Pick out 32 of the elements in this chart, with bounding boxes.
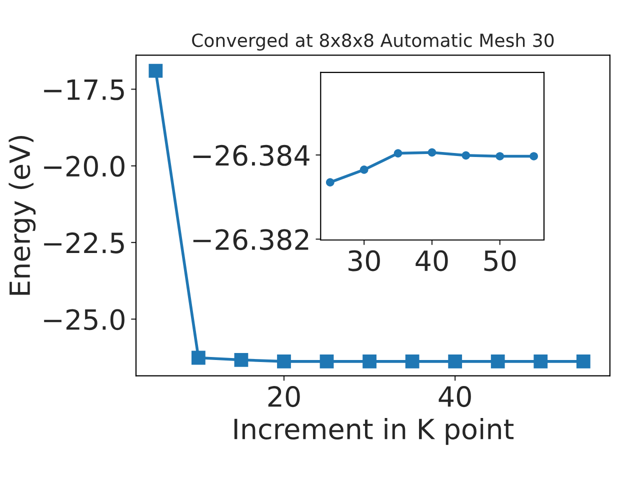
point — [360, 166, 368, 174]
point — [428, 148, 436, 157]
y-tick-label: −25.0 — [44, 309, 124, 330]
y-tick-label: −17.5 — [44, 80, 124, 100]
point — [534, 354, 548, 368]
point — [234, 352, 248, 367]
x-tick-label: 30 — [348, 250, 380, 272]
y-tick-label: −20.0 — [44, 156, 124, 177]
point — [362, 354, 376, 368]
x-tick-label: 40 — [416, 250, 448, 272]
point — [192, 350, 206, 365]
point — [530, 152, 538, 160]
point — [326, 178, 334, 187]
point — [394, 149, 402, 158]
point — [490, 354, 505, 368]
point — [448, 354, 462, 368]
point — [148, 64, 163, 78]
y-axis-title: Energy (eV) — [8, 136, 36, 295]
y-tick-label: −26.382 — [193, 229, 308, 250]
x-tick-label: 20 — [268, 386, 300, 408]
x-axis-title: Increment in K point — [234, 418, 514, 445]
point — [576, 354, 590, 368]
point — [462, 151, 470, 160]
point — [277, 354, 291, 368]
y-tick-label: −22.5 — [44, 232, 124, 254]
point — [496, 152, 504, 160]
point — [405, 354, 420, 368]
x-tick-label: 50 — [484, 250, 516, 272]
y-tick-label: −26.384 — [193, 144, 310, 166]
x-tick-label: 40 — [438, 386, 471, 408]
chart-title: Converged at 8x8x8 Automatic Mesh 30 — [192, 33, 554, 51]
point — [320, 354, 334, 368]
